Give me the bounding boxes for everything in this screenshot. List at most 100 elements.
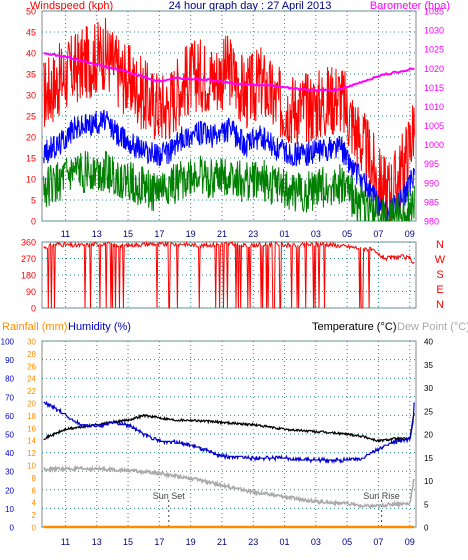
barometer-tick-label: 1015 (424, 83, 444, 93)
temperature-tick-label: 10 (424, 477, 433, 486)
rainfall-tick-label: 26 (27, 362, 36, 371)
windspeed-tick-label: 20 (26, 133, 36, 143)
hour-tick-label: 23 (248, 229, 258, 239)
barometer-tick-label: 1035 (424, 7, 444, 17)
temperature-tick-label: 15 (424, 454, 433, 463)
rainfall-tick-label: 24 (27, 375, 36, 384)
compass-label: N (436, 239, 444, 251)
direction-tick-label: 360 (21, 238, 36, 248)
barometer-tick-label: 995 (424, 159, 439, 169)
humidity-line (43, 400, 415, 464)
climate-hour-ticks: 11 13 15 17 19 21 23 01 03 05 07 09 (61, 537, 415, 547)
rainfall-tick-label: 0 (32, 524, 37, 533)
hour-tick-label: 07 (373, 229, 383, 239)
hour-tick-label: 03 (311, 229, 321, 239)
temperature-tick-label: 20 (424, 431, 433, 440)
direction-tick-label: 0 (31, 304, 36, 314)
direction-tick-label: 270 (21, 254, 36, 264)
windspeed-tick-label: 10 (26, 175, 36, 185)
direction-tick-label: 90 (26, 287, 36, 297)
hour-tick-label: 15 (123, 229, 133, 239)
humidity-tick-label: 0 (10, 524, 15, 533)
hour-tick-label: 01 (280, 229, 290, 239)
windspeed-tick-label: 35 (26, 70, 36, 80)
compass-label: N (436, 299, 444, 311)
temperature-tick-label: 35 (424, 361, 433, 370)
barometer-tick-label: 1010 (424, 102, 444, 112)
humidity-tick-label: 10 (5, 505, 14, 514)
hour-tick-label: 07 (373, 537, 383, 547)
sun-annotation: Sun Set (153, 491, 186, 501)
hour-tick-label: 17 (154, 537, 164, 547)
sun-annotation: Sun Rise (363, 491, 400, 501)
hour-tick-label: 23 (248, 537, 258, 547)
hour-tick-label: 01 (280, 537, 290, 547)
gust-line (43, 17, 415, 222)
temperature-tick-label: 40 (424, 338, 433, 347)
windspeed-tick-label: 30 (26, 91, 36, 101)
humidity-tick-label: 60 (5, 412, 14, 421)
hour-tick-label: 19 (186, 537, 196, 547)
windspeed-ticks: 0 5 10 15 20 25 30 35 40 45 50 (26, 7, 36, 227)
windspeed-tick-label: 5 (31, 196, 36, 206)
barometer-tick-label: 1005 (424, 121, 444, 131)
hour-tick-label: 15 (123, 537, 133, 547)
humidity-tick-label: 40 (5, 449, 14, 458)
humidity-ticks: 0 10 20 30 40 50 60 70 80 90 100 (1, 338, 15, 533)
hour-tick-label: 03 (311, 537, 321, 547)
hour-tick-label: 13 (92, 537, 102, 547)
rainfall-tick-label: 28 (27, 350, 36, 359)
barometer-tick-label: 1025 (424, 45, 444, 55)
barometer-tick-label: 1030 (424, 26, 444, 36)
temperature-tick-label: 5 (424, 500, 429, 509)
rainfall-tick-label: 12 (27, 449, 36, 458)
hour-tick-label: 13 (92, 229, 102, 239)
rainfall-tick-label: 2 (32, 511, 37, 520)
barometer-tick-label: 1020 (424, 64, 444, 74)
barometer-tick-label: 990 (424, 178, 439, 188)
hour-tick-label: 05 (342, 229, 352, 239)
temperature-tick-label: 0 (424, 524, 429, 533)
temperature-tick-label: 30 (424, 384, 433, 393)
dewpoint-line (43, 464, 415, 510)
hour-tick-label: 05 (342, 537, 352, 547)
windspeed-tick-label: 45 (26, 28, 36, 38)
barometer-axis-label: Barometer (hpa) (370, 0, 450, 12)
compass-label: S (436, 269, 443, 281)
humidity-tick-label: 100 (1, 338, 15, 347)
compass-label: E (436, 284, 443, 296)
humidity-tick-label: 70 (5, 393, 14, 402)
hour-tick-label: 21 (217, 537, 227, 547)
barometer-ticks: 980 985 990 995 1000 1005 1010 1015 1020 1025 1030… (424, 7, 444, 227)
hour-tick-label: 21 (217, 229, 227, 239)
rainfall-tick-label: 4 (32, 499, 37, 508)
humidity-legend: Humidity (%) (68, 321, 131, 333)
barometer-line (43, 52, 415, 93)
windspeed-tick-label: 40 (26, 49, 36, 59)
direction-grid (42, 241, 416, 309)
rainfall-tick-label: 22 (27, 387, 36, 396)
hour-tick-label: 11 (61, 537, 70, 547)
barometer-tick-label: 980 (424, 217, 439, 227)
climate-grid (42, 340, 416, 528)
climate-series (43, 400, 415, 529)
humidity-tick-label: 50 (5, 431, 14, 440)
windspeed-axis-label: Windspeed (kph) (30, 0, 113, 12)
barometer-tick-label: 985 (424, 197, 439, 207)
rainfall-tick-label: 14 (27, 437, 36, 446)
rainfall-tick-label: 10 (27, 462, 36, 471)
hour-tick-label: 17 (154, 229, 164, 239)
temperature-legend: Temperature (°C) (312, 321, 396, 333)
sun-annotations: Sun Set Sun Rise (153, 491, 400, 527)
dewpoint-legend: Dew Point (°C) (397, 321, 468, 333)
humidity-tick-label: 30 (5, 468, 14, 477)
rainfall-tick-label: 30 (27, 338, 36, 347)
direction-line (43, 240, 415, 309)
humidity-tick-label: 80 (5, 375, 14, 384)
humidity-tick-label: 20 (5, 486, 14, 495)
wind-series (43, 17, 415, 222)
